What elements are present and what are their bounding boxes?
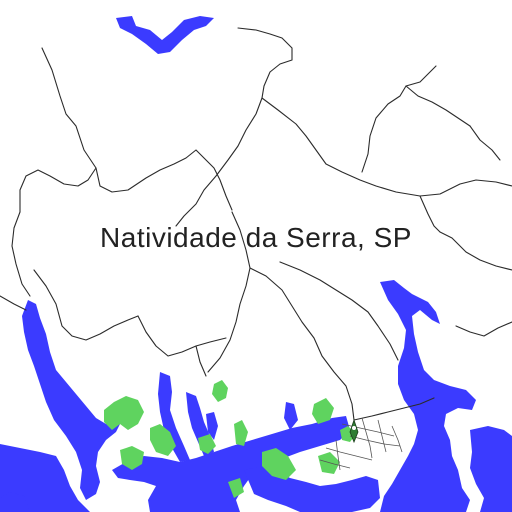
vegetation-patch	[262, 448, 296, 480]
vegetation-patch	[234, 420, 248, 446]
vegetation-patch	[198, 434, 216, 454]
road	[405, 85, 471, 127]
street	[325, 447, 373, 461]
road	[279, 261, 399, 361]
water-left-arm	[22, 300, 128, 500]
water-top-arm	[116, 16, 214, 54]
road	[361, 65, 437, 173]
map-pin-icon[interactable]	[349, 418, 359, 444]
vegetation-patch	[104, 396, 144, 430]
street	[319, 459, 351, 469]
road	[439, 231, 512, 271]
road	[0, 295, 27, 311]
road	[137, 315, 227, 357]
vegetation-patch	[228, 478, 244, 498]
water-bottom-band	[112, 416, 350, 512]
road	[175, 27, 293, 227]
road	[11, 211, 31, 297]
road	[19, 167, 97, 213]
street	[361, 417, 373, 459]
vegetation-patch	[318, 452, 340, 474]
road	[261, 97, 512, 197]
road	[41, 47, 233, 211]
road	[195, 345, 207, 377]
street	[341, 423, 395, 437]
road	[419, 195, 441, 233]
water-arm-mid-3	[206, 412, 218, 440]
water-bottom-left-cove	[0, 492, 30, 512]
water-layer	[0, 16, 512, 512]
roads-layer	[0, 27, 512, 421]
place-label: Natividade da Serra, SP	[100, 222, 412, 253]
street	[349, 435, 401, 447]
vegetation-patch	[150, 424, 176, 456]
vegetation-patch	[120, 446, 144, 470]
town-streets	[319, 417, 403, 471]
road	[33, 269, 139, 341]
vegetation-patch	[212, 380, 228, 402]
water-arm-mid-4	[284, 402, 298, 430]
water-bottom-right	[470, 426, 512, 512]
water-right-arm	[380, 280, 476, 512]
vegetation-layer	[104, 380, 356, 498]
water-main-reservoir	[0, 444, 90, 512]
road	[207, 211, 251, 373]
road	[469, 125, 501, 161]
road	[455, 321, 512, 337]
street	[391, 425, 403, 453]
street	[335, 439, 341, 471]
road	[249, 267, 355, 421]
water-lower-pools	[244, 466, 380, 512]
street	[377, 419, 387, 453]
water-arm-mid-1	[158, 372, 190, 462]
vegetation-patch	[312, 398, 334, 424]
road	[353, 397, 435, 421]
